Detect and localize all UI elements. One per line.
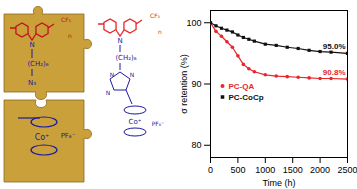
- svg-text:N: N: [110, 71, 115, 78]
- svg-text:100: 100: [186, 18, 201, 28]
- svg-text:N₃: N₃: [28, 79, 36, 87]
- svg-text:90.8%: 90.8%: [323, 68, 346, 77]
- svg-text:500: 500: [230, 165, 245, 175]
- svg-text:90: 90: [191, 79, 201, 89]
- svg-text:σ retention (%): σ retention (%): [179, 54, 189, 114]
- svg-text:Co⁺: Co⁺: [129, 118, 142, 126]
- svg-text:PC-CoCp: PC-CoCp: [229, 93, 264, 102]
- svg-text:PF₆⁻: PF₆⁻: [61, 132, 76, 140]
- svg-text:CF₃: CF₃: [150, 12, 161, 19]
- svg-text:(CH₂)₆: (CH₂)₆: [115, 54, 136, 62]
- svg-text:CF₃: CF₃: [61, 16, 72, 23]
- svg-text:N: N: [106, 89, 111, 96]
- svg-text:n: n: [158, 28, 162, 35]
- svg-text:95.0%: 95.0%: [323, 42, 346, 51]
- svg-text:N: N: [117, 37, 122, 45]
- svg-text:Co⁺: Co⁺: [35, 133, 50, 142]
- svg-text:n: n: [68, 32, 72, 39]
- svg-text:(CH₂)₆: (CH₂)₆: [27, 60, 48, 68]
- svg-text:0: 0: [208, 165, 213, 175]
- svg-text:1000: 1000: [255, 165, 275, 175]
- svg-text:2000: 2000: [310, 165, 330, 175]
- svg-text:PC-QA: PC-QA: [229, 82, 255, 91]
- svg-text:80: 80: [191, 140, 201, 150]
- svg-text:1500: 1500: [283, 165, 303, 175]
- svg-text:N: N: [130, 71, 135, 78]
- svg-text:2500: 2500: [337, 165, 357, 175]
- svg-text:Time (h): Time (h): [262, 178, 295, 188]
- svg-text:N: N: [29, 41, 34, 49]
- svg-text:PF₆⁻: PF₆⁻: [152, 120, 165, 127]
